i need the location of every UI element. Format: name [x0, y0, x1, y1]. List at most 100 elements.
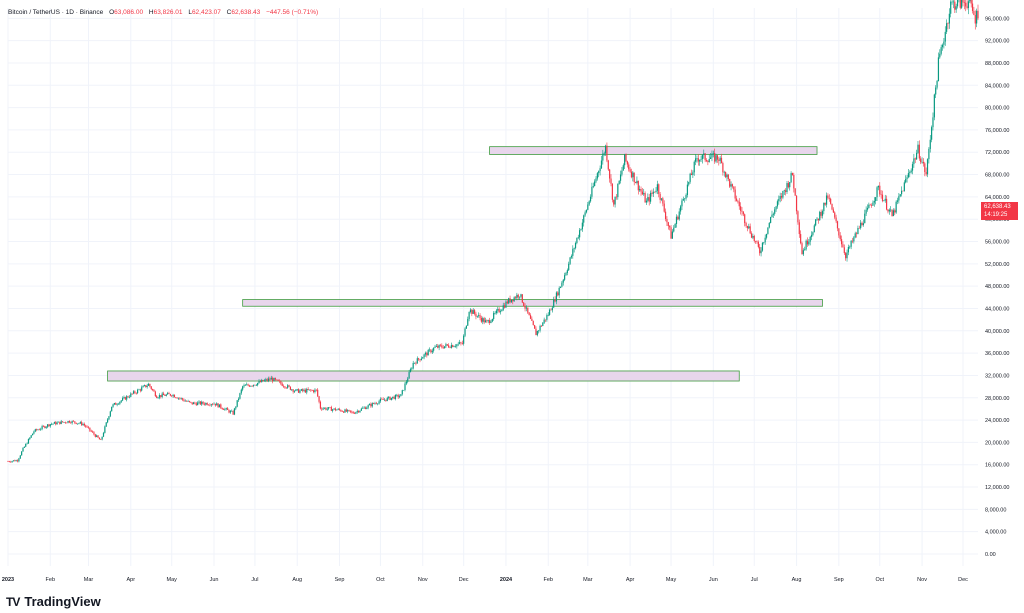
candle-body: [943, 41, 945, 45]
candle-body: [588, 201, 590, 205]
candle-body: [633, 172, 635, 183]
candle-body: [873, 200, 875, 203]
candle-body: [40, 428, 42, 430]
candle-body: [517, 294, 519, 298]
candle-body: [248, 385, 251, 387]
candle-body: [14, 460, 16, 462]
candle-body: [790, 173, 792, 183]
candle-body: [644, 193, 646, 203]
candle-body: [44, 426, 46, 428]
candle-body: [708, 158, 710, 163]
candle-body: [607, 160, 609, 170]
candle-body: [19, 455, 21, 459]
candle-body: [555, 292, 558, 302]
candle-body: [740, 206, 742, 211]
candle-body: [795, 195, 798, 212]
candle-body: [738, 201, 740, 207]
x-tick-label: Apr: [626, 577, 635, 583]
candle-body: [935, 87, 937, 95]
candle-body: [373, 403, 375, 404]
candle-body: [967, 1, 970, 8]
candle-body: [31, 433, 34, 436]
x-tick-label: Jul: [251, 577, 258, 583]
candle-body: [735, 198, 738, 201]
candle-body: [737, 200, 739, 202]
candle-body: [262, 379, 264, 382]
candle-body: [11, 461, 13, 463]
candle-body: [813, 225, 815, 233]
candle-body: [587, 204, 589, 210]
candle-body: [547, 314, 549, 316]
candle-body: [914, 158, 916, 160]
candle-body: [487, 320, 489, 322]
candle-body: [648, 197, 650, 202]
candle-body: [509, 298, 511, 303]
candle-body: [108, 416, 110, 420]
candle-body: [539, 325, 541, 331]
candle-body: [152, 389, 154, 390]
candle-body: [602, 153, 604, 161]
candle-body: [965, 2, 967, 7]
candle-body: [742, 211, 744, 215]
candle-body: [936, 81, 938, 88]
candle-body: [884, 198, 886, 201]
price-axis[interactable]: 96,000.00 92,000.00 88,000.00 84,000.00 80,0…: [985, 16, 1009, 558]
candle-body: [851, 240, 854, 242]
candle-body: [557, 292, 559, 296]
candle-body: [954, 1, 956, 10]
time-axis[interactable]: 2023 Feb Mar Apr May Jun Jul Aug Sep Oct Nov Dec 202…: [2, 577, 968, 583]
candle-body: [710, 157, 712, 159]
y-tick-label: 32,000.00: [985, 373, 1009, 379]
candle-body: [780, 196, 783, 198]
candle-body: [634, 182, 637, 183]
candle-body: [643, 193, 645, 195]
candle-body: [307, 389, 309, 391]
candle-body: [725, 171, 727, 178]
candle-body: [801, 243, 803, 255]
candle-body: [475, 313, 477, 317]
candle-body: [671, 231, 674, 239]
candle-body: [572, 248, 574, 256]
candle-body: [191, 402, 193, 405]
y-tick-label: 40,000.00: [985, 329, 1009, 335]
candle-body: [774, 209, 776, 214]
x-tick-label: Jul: [751, 577, 758, 583]
candle-body: [797, 211, 799, 223]
candle-body: [926, 159, 929, 175]
symbol-name[interactable]: Bitcoin / TetherUS · 1D · Binance: [8, 9, 104, 16]
candle-body: [291, 389, 293, 391]
candle-body: [378, 401, 380, 404]
candle-body: [322, 408, 324, 410]
candle-body: [850, 240, 852, 247]
candle-body: [765, 233, 768, 238]
candle-body: [33, 431, 35, 434]
candle-body: [824, 202, 826, 205]
candle-body: [171, 395, 173, 397]
candle-body: [516, 294, 518, 299]
candle-body: [637, 180, 639, 191]
candle-body: [351, 411, 353, 413]
candle-body: [217, 403, 219, 408]
candle-body: [498, 309, 500, 313]
candle-body: [194, 402, 196, 404]
candle-body: [29, 437, 31, 440]
candle-body: [284, 386, 286, 388]
candle-body: [831, 203, 833, 210]
x-tick-label: Mar: [583, 577, 593, 583]
candle-body: [652, 191, 654, 194]
candle-body: [449, 347, 451, 348]
candle-body: [624, 154, 626, 166]
candle-body: [549, 309, 551, 315]
candle-body: [242, 386, 244, 390]
tradingview-logo[interactable]: TV TradingView: [6, 594, 101, 609]
candle-body: [952, 1, 955, 3]
candle-body: [377, 403, 379, 405]
candle-body: [513, 297, 515, 302]
candle-body: [816, 218, 818, 220]
y-tick-label: 28,000.00: [985, 396, 1009, 402]
open-label: O: [109, 9, 115, 16]
candle-body: [190, 401, 192, 403]
candle-body: [203, 403, 206, 405]
candle-body: [802, 250, 804, 255]
